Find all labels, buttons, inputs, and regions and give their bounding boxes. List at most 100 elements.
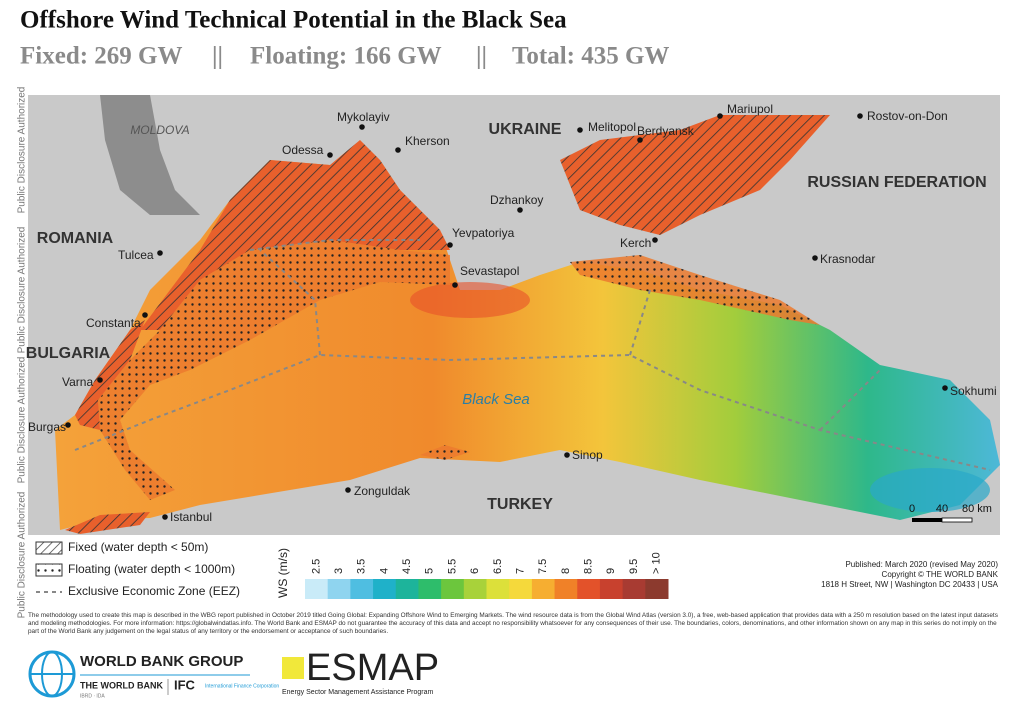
- methodology: The methodology used to create this map …: [28, 612, 998, 635]
- color-scale-label: > 10: [651, 552, 663, 574]
- side-label: Public Disclosure Authorized: [17, 357, 28, 484]
- legend-labels: Fixed (water depth < 50m) Floating (water…: [68, 540, 240, 598]
- city-dot: [652, 237, 658, 243]
- city-label: Krasnodar: [820, 252, 875, 266]
- low-wind: [870, 468, 990, 512]
- city-label: Yevpatoriya: [452, 226, 515, 240]
- city-label: Kerch: [620, 236, 651, 250]
- country-label: BULGARIA: [26, 345, 111, 362]
- country-label: UKRAINE: [489, 121, 562, 138]
- city-label: Varna: [62, 375, 93, 389]
- country-label: RUSSIAN FEDERATION: [807, 174, 986, 191]
- city-dot: [65, 422, 71, 428]
- color-scale-title: WS (m/s): [276, 548, 290, 598]
- subtitle: Fixed: 269 GW || Floating: 166 GW || Total: …: [20, 43, 669, 70]
- color-swatch: [622, 579, 646, 599]
- city-label: Mariupol: [727, 102, 773, 116]
- side-text: Public Disclosure Authorized Public Discl…: [17, 87, 28, 619]
- subtitle-part: Total: 435 GW: [512, 43, 669, 70]
- floating-zone: [420, 445, 470, 460]
- publication: Published: March 2020 (revised May 2020)…: [821, 560, 998, 589]
- city-dot: [717, 113, 723, 119]
- logo-text: WORLD BANK GROUP: [80, 653, 243, 670]
- city-label: Rostov-on-Don: [867, 109, 948, 123]
- color-scale-label: 3.5: [356, 559, 368, 574]
- color-scale-label: 6: [469, 568, 481, 574]
- title: Offshore Wind Technical Potential in the…: [20, 7, 567, 34]
- city-label: Melitopol: [588, 120, 636, 134]
- color-swatch: [554, 579, 578, 599]
- subtitle-part: Floating: 166 GW: [250, 43, 442, 70]
- city-label: Constanta: [86, 316, 141, 330]
- eez-line: [819, 369, 881, 431]
- city-dot: [345, 487, 351, 493]
- city-label: Sinop: [572, 448, 603, 462]
- city-label: Odessa: [282, 143, 324, 157]
- color-swatch: [577, 579, 601, 599]
- color-scale-label: 4.5: [401, 559, 413, 574]
- city-dot: [452, 282, 458, 288]
- city-dot: [564, 452, 570, 458]
- color-swatch: [418, 579, 442, 599]
- city-dot: [359, 124, 365, 130]
- legend-label: Exclusive Economic Zone (EEZ): [68, 584, 240, 598]
- city-dot: [162, 514, 168, 520]
- eez-line: [629, 289, 651, 356]
- city-label: Mykolayiv: [337, 110, 390, 124]
- color-swatch: [441, 579, 465, 599]
- city-dot: [157, 250, 163, 256]
- publication-line: 1818 H Street, NW | Washington DC 20433 …: [821, 580, 998, 589]
- map-labels: MOLDOVA UKRAINE ROMANIA BULGARIA RUSSIAN FED…: [26, 102, 997, 524]
- legend-label: Floating (water depth < 1000m): [68, 562, 235, 576]
- scale-segment: [941, 517, 973, 523]
- city-dot: [857, 113, 863, 119]
- country-label: MOLDOVA: [130, 123, 189, 137]
- fixed-zone: [140, 140, 450, 330]
- color-scale-label: 8.5: [583, 559, 595, 574]
- city-label: Kherson: [405, 134, 450, 148]
- color-swatch: [599, 579, 624, 599]
- country-label: ROMANIA: [37, 230, 114, 247]
- publication-line: Published: March 2020 (revised May 2020): [845, 560, 998, 569]
- color-scale-label: 7.5: [537, 559, 549, 574]
- city-dot: [395, 147, 401, 153]
- scale-bar: [912, 517, 973, 523]
- country-label: TURKEY: [487, 496, 553, 513]
- color-swatch: [463, 579, 487, 599]
- color-scale-label: 6.5: [492, 559, 504, 574]
- city-dot: [327, 152, 333, 158]
- city-dot: [812, 255, 818, 261]
- side-label: Public Disclosure Authorized: [17, 492, 28, 619]
- color-scale-label: 4: [378, 568, 390, 574]
- high-wind: [410, 282, 530, 318]
- logo-text: IFC: [174, 677, 196, 692]
- logos: [28, 650, 304, 698]
- subtitle-part: ||: [212, 43, 223, 70]
- color-scale-label: 3: [333, 568, 345, 574]
- scale-segment: [912, 518, 942, 522]
- logo-text: IBRD · IDA: [80, 693, 105, 699]
- color-scale-label: 5.5: [446, 559, 458, 574]
- color-swatch: [486, 579, 510, 599]
- fixed-zone: [65, 512, 150, 534]
- color-scale-label: 8: [560, 568, 572, 574]
- logo-text: International Finance Corporation: [205, 683, 279, 689]
- moldova: [100, 95, 200, 215]
- color-scale-label: 5: [424, 568, 436, 574]
- legend: [35, 541, 63, 593]
- color-scale-label: 2.5: [310, 559, 322, 574]
- color-swatch: [350, 579, 374, 599]
- logo-text: ESMAP: [306, 647, 439, 689]
- floating-swatch: [35, 563, 63, 577]
- city-label: Tulcea: [118, 248, 154, 262]
- esmap-logo: [282, 657, 304, 679]
- eez-line: [74, 353, 991, 471]
- floating-zone: [570, 255, 820, 325]
- eez: [74, 239, 991, 471]
- color-scale-label: 9: [605, 568, 617, 574]
- color-swatch: [373, 579, 397, 599]
- city-label: Berdyansk: [637, 124, 695, 138]
- city-dot: [517, 207, 523, 213]
- legend-label: Fixed (water depth < 50m): [68, 540, 208, 554]
